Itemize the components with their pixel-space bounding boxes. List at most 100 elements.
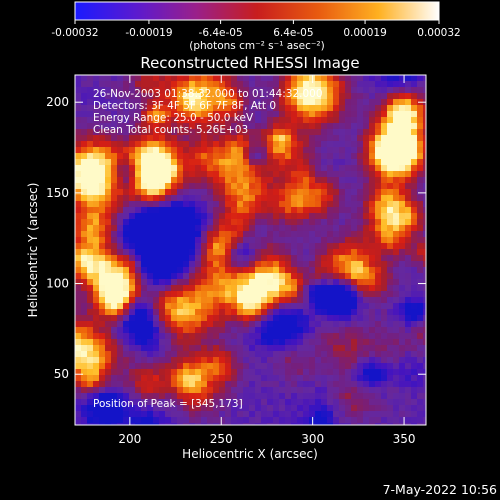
heatmap-cell [327,153,333,159]
heatmap-cell [207,183,213,189]
heatmap-cell [345,213,351,219]
heatmap-cell [411,153,417,159]
heatmap-cell [393,387,399,393]
heatmap-cell [405,375,411,381]
heatmap-cell [117,285,123,291]
heatmap-cell [399,369,405,375]
heatmap-cell [423,93,426,99]
heatmap-cell [423,309,426,315]
heatmap-cell [321,297,327,303]
heatmap-cell [75,243,81,249]
heatmap-cell [405,255,411,261]
heatmap-cell [315,249,321,255]
heatmap-cell [99,393,105,399]
heatmap-cell [165,423,171,425]
heatmap-cell [351,111,357,117]
heatmap-cell [141,309,147,315]
heatmap-cell [141,237,147,243]
heatmap-cell [183,231,189,237]
heatmap-cell [219,237,225,243]
heatmap-cell [105,201,111,207]
heatmap-cell [297,153,303,159]
heatmap-cell [111,363,117,369]
heatmap-cell [189,111,195,117]
heatmap-cell [147,93,153,99]
heatmap-cell [213,339,219,345]
heatmap-cell [303,309,309,315]
heatmap-cell [273,129,279,135]
heatmap-cell [147,141,153,147]
heatmap-cell [243,135,249,141]
heatmap-cell [279,393,285,399]
heatmap-cell [141,177,147,183]
heatmap-cell [363,369,369,375]
heatmap-cell [225,93,231,99]
heatmap-cell [327,243,333,249]
heatmap-cell [315,345,321,351]
heatmap-cell [189,129,195,135]
heatmap-cell [111,237,117,243]
heatmap-cell [405,231,411,237]
heatmap-cell [321,357,327,363]
heatmap-cell [249,309,255,315]
heatmap-cell [81,237,87,243]
heatmap-cell [339,111,345,117]
heatmap-cell [105,273,111,279]
heatmap-cell [405,315,411,321]
heatmap-cell [423,399,426,405]
heatmap-cell [405,177,411,183]
heatmap-cell [375,81,381,87]
heatmap-cell [351,243,357,249]
heatmap-cell [105,345,111,351]
heatmap-cell [201,381,207,387]
heatmap-cell [399,423,405,425]
heatmap-cell [99,147,105,153]
heatmap-cell [147,399,153,405]
heatmap-cell [183,363,189,369]
heatmap-cell [141,141,147,147]
heatmap-cell [231,129,237,135]
heatmap-cell [411,111,417,117]
heatmap-cell [417,147,423,153]
heatmap-cell [99,321,105,327]
heatmap-cell [327,411,333,417]
heatmap-cell [123,177,129,183]
heatmap-cell [261,321,267,327]
heatmap-cell [255,369,261,375]
heatmap-cell [369,411,375,417]
heatmap-cell [321,375,327,381]
heatmap-cell [285,345,291,351]
heatmap-cell [105,369,111,375]
heatmap-cell [387,159,393,165]
heatmap-cell [147,243,153,249]
heatmap-cell [297,327,303,333]
heatmap-cell [135,297,141,303]
heatmap-cell [381,117,387,123]
heatmap-cell [177,117,183,123]
heatmap-cell [357,105,363,111]
heatmap-cell [93,231,99,237]
heatmap-cell [273,393,279,399]
colorbar-gradient [74,1,440,21]
heatmap-cell [225,129,231,135]
heatmap-cell [375,237,381,243]
heatmap-cell [423,165,426,171]
heatmap-cell [279,381,285,387]
heatmap-cell [219,177,225,183]
heatmap-cell [255,249,261,255]
heatmap-cell [345,183,351,189]
heatmap-cell [285,123,291,129]
heatmap-cell [231,417,237,423]
heatmap-cell [123,375,129,381]
heatmap-cell [405,159,411,165]
heatmap-cell [183,87,189,93]
heatmap-cell [171,369,177,375]
heatmap-cell [315,255,321,261]
heatmap-cell [363,405,369,411]
heatmap-cell [309,309,315,315]
heatmap-cell [375,351,381,357]
heatmap-cell [321,201,327,207]
heatmap-cell [387,171,393,177]
heatmap-cell [255,225,261,231]
heatmap-cell [165,327,171,333]
